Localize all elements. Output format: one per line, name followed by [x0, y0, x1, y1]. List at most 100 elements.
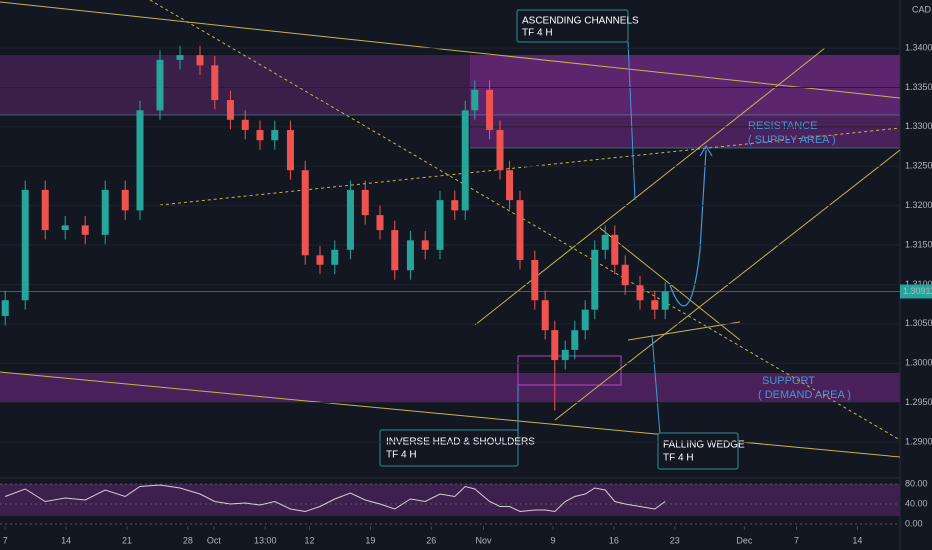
candle-body: [436, 200, 444, 250]
y-tick-label: 1.30500: [905, 318, 932, 328]
candle-body: [346, 189, 354, 250]
annotation-text: TF 4 H: [663, 453, 694, 464]
last-price-tag: [900, 284, 932, 299]
candle-body: [271, 130, 279, 141]
candle-body: [41, 189, 49, 231]
candle-body: [81, 225, 89, 235]
candle-body: [241, 119, 249, 131]
candle-body: [486, 89, 494, 131]
candle-body: [571, 330, 579, 350]
candle-body: [461, 110, 469, 211]
y-tick-label: 1.33000: [905, 121, 932, 131]
candle-body: [551, 330, 559, 361]
candle-body: [621, 264, 629, 286]
x-tick-label: 16: [609, 535, 619, 545]
candle-body: [331, 249, 339, 265]
candle-body: [121, 189, 129, 211]
trendline: [0, 371, 901, 458]
y-tick-label: 40.00: [905, 498, 928, 508]
candle-body: [361, 189, 369, 216]
y-tick-label: 0.00: [905, 518, 923, 528]
x-tick-label: 14: [61, 535, 71, 545]
x-tick-label: 7: [3, 535, 8, 545]
x-tick-label: 28: [183, 535, 193, 545]
candle-body: [506, 170, 514, 201]
rsi-line: [5, 484, 666, 513]
trendline: [149, 0, 901, 441]
candle-body: [561, 349, 569, 361]
callout-line: [651, 334, 661, 435]
annotation-text: ( DEMAND AREA ): [758, 389, 851, 401]
x-tick-label: 13:00: [254, 535, 277, 545]
y-tick-label: 1.29500: [905, 397, 932, 407]
candle-body: [661, 291, 669, 310]
candle-body: [136, 110, 144, 211]
candle-body: [226, 100, 234, 120]
annotation-box: [379, 429, 519, 467]
annotation-text: ASCENDING CHANNELS: [522, 16, 639, 27]
y-tick-label: 1.32500: [905, 161, 932, 171]
candle-body: [21, 189, 29, 301]
candle-body: [531, 260, 539, 301]
x-tick-label: 21: [122, 535, 132, 545]
annotation-text: RESISTANCE: [748, 120, 817, 132]
arrow-head: [699, 144, 713, 157]
candle-body: [541, 300, 549, 331]
y-tick-label: 1.30000: [905, 358, 932, 368]
x-tick-label: 23: [670, 535, 680, 545]
x-tick-label: 26: [426, 535, 436, 545]
wedge-line: [627, 321, 741, 341]
channel-line: [554, 149, 901, 421]
candle-body: [581, 309, 589, 331]
x-tick-label: 9: [551, 535, 556, 545]
candle-body: [1, 300, 9, 316]
candle-body: [471, 89, 479, 111]
y-tick-label: 1.29000: [905, 436, 932, 446]
candle-body: [601, 234, 609, 250]
candle-body: [421, 240, 429, 250]
annotation-text: ( SUPPLY AREA ): [748, 134, 836, 146]
candle-body: [301, 170, 309, 256]
candle-body: [196, 55, 204, 66]
rsi-band: [0, 484, 900, 516]
candle-body: [496, 130, 504, 171]
candle-body: [176, 55, 184, 60]
candle-body: [591, 249, 599, 310]
candle-body: [211, 65, 219, 101]
candle-body: [316, 255, 324, 265]
candle-body: [611, 234, 619, 265]
candle-body: [256, 130, 264, 141]
x-tick-label: 7: [794, 535, 799, 545]
last-price-label: 1.30911: [903, 286, 932, 296]
candle-body: [101, 189, 109, 235]
demand-zone: [0, 373, 900, 402]
y-tick-label: 1.31500: [905, 239, 932, 249]
candle-body: [376, 215, 384, 231]
trendline: [159, 127, 901, 206]
x-tick-label: Oct: [207, 535, 222, 545]
candle-body: [286, 130, 294, 171]
annotation-text: TF 4 H: [386, 450, 417, 461]
supply-zone: [470, 55, 900, 148]
x-tick-label: 12: [305, 535, 315, 545]
x-tick-label: 14: [852, 535, 862, 545]
annotation-text: TF 4 H: [522, 28, 553, 39]
y-tick-label: 1.32000: [905, 200, 932, 210]
candle-body: [451, 200, 459, 211]
candle-body: [516, 200, 524, 261]
annotation-box: [516, 9, 629, 43]
hs-box: [517, 355, 622, 386]
y-tick-label: 80.00: [905, 478, 928, 488]
candle-body: [156, 59, 164, 111]
currency-label: CAD: [912, 4, 932, 14]
candle-body: [61, 225, 69, 231]
trendline: [0, 1, 901, 99]
projection-arrow: [669, 149, 707, 307]
x-tick-label: Dec: [736, 535, 753, 545]
candle-body: [406, 240, 414, 271]
candle-body: [636, 285, 644, 301]
candle-body: [651, 300, 659, 310]
annotation-text: FALLING WEDGE: [663, 440, 745, 451]
callout-line: [627, 41, 636, 201]
